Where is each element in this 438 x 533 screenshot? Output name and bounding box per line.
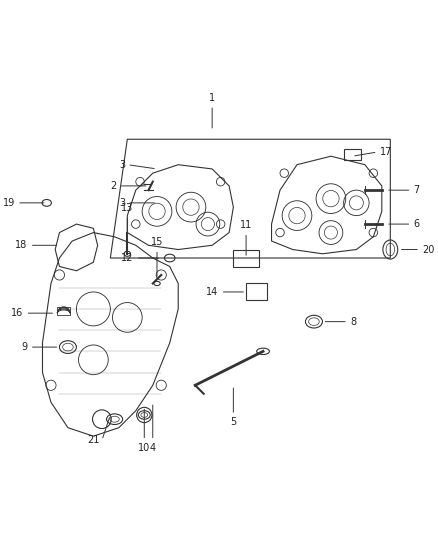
- Text: 11: 11: [240, 221, 252, 230]
- Text: 21: 21: [87, 435, 100, 446]
- Text: 16: 16: [11, 308, 23, 318]
- Bar: [246, 284, 267, 301]
- Text: 10: 10: [138, 442, 150, 453]
- Text: 9: 9: [21, 342, 28, 352]
- Bar: [344, 149, 360, 160]
- Text: 3: 3: [119, 160, 125, 169]
- Text: 13: 13: [121, 204, 134, 214]
- Bar: [233, 249, 259, 266]
- Text: 17: 17: [380, 147, 392, 157]
- Text: 8: 8: [350, 317, 356, 327]
- Text: 6: 6: [413, 219, 420, 229]
- Text: 14: 14: [206, 287, 219, 297]
- Text: 4: 4: [150, 442, 156, 453]
- Text: 2: 2: [110, 181, 117, 191]
- Text: 15: 15: [151, 237, 163, 247]
- Text: 12: 12: [121, 253, 134, 263]
- Text: 18: 18: [15, 240, 28, 251]
- Bar: [57, 307, 70, 316]
- Text: 1: 1: [209, 93, 215, 103]
- Text: 3: 3: [119, 198, 125, 208]
- Text: 20: 20: [422, 245, 434, 255]
- Text: 5: 5: [230, 417, 237, 427]
- Text: 7: 7: [413, 185, 420, 195]
- Text: 19: 19: [3, 198, 15, 208]
